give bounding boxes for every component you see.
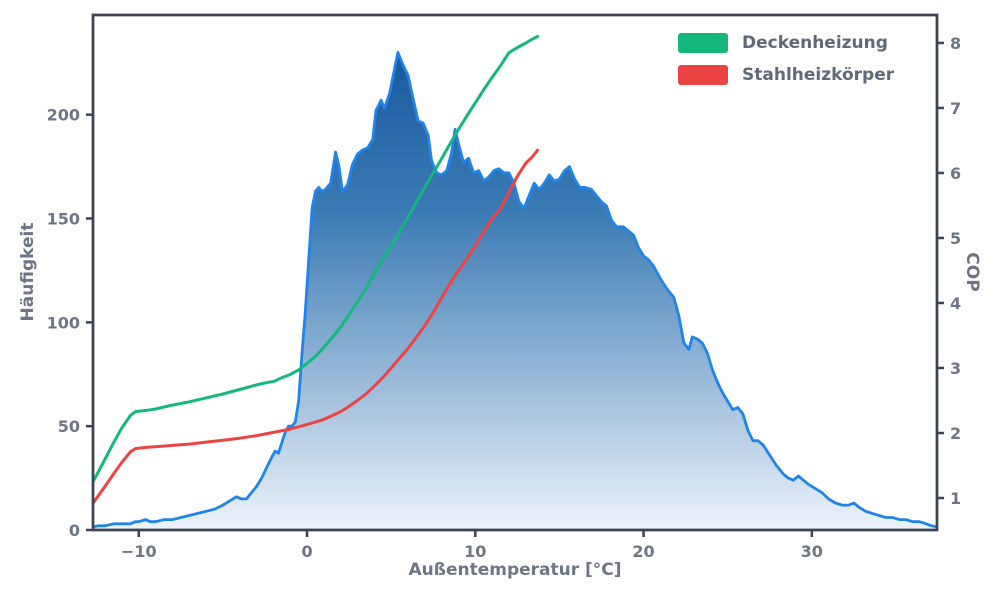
y-left-tick-label: 0 (69, 521, 80, 540)
x-axis-label: Außentemperatur [°C] (408, 560, 622, 580)
y-left-tick-label: 200 (47, 106, 80, 125)
axes-frame (91, 13, 939, 532)
legend-item-deckenheizung: Deckenheizung (678, 33, 894, 53)
x-tick-label: −10 (121, 542, 157, 561)
y-right-tick-label: 8 (950, 34, 961, 53)
y-axis-label-left: Häufigkeit (18, 222, 38, 322)
legend-swatch-stahlheizkoerper (678, 65, 728, 85)
legend-swatch-deckenheizung (678, 33, 728, 53)
y-right-tick-label: 3 (950, 359, 961, 378)
legend-item-stahlheizkoerper: Stahlheizkörper (678, 65, 894, 85)
y-right-tick-label: 2 (950, 424, 961, 443)
histogram-outline (93, 51, 937, 529)
y-right-tick-label: 4 (950, 294, 961, 313)
histogram-area (93, 52, 937, 530)
y-left-tick-label: 50 (58, 417, 80, 436)
y-axis-label-right: COP (962, 252, 982, 292)
legend: Deckenheizung Stahlheizkörper (678, 33, 894, 97)
legend-label-deckenheizung: Deckenheizung (742, 33, 888, 53)
legend-label-stahlheizkoerper: Stahlheizkörper (742, 65, 895, 85)
line-stahlheizkörper (93, 148, 539, 505)
y-right-tick-label: 1 (950, 489, 961, 508)
y-right-tick-label: 6 (950, 164, 961, 183)
plot-series (93, 35, 937, 530)
ticks: −10 0 10 20 30 0 50 100 150 200 1 2 3 4 5 6 7 8 (47, 34, 962, 561)
x-tick-label: 10 (464, 542, 486, 561)
line-deckenheizung (93, 35, 539, 484)
y-left-tick-label: 150 (47, 210, 80, 229)
y-right-tick-label: 5 (950, 229, 961, 248)
y-left-tick-label: 100 (47, 313, 80, 332)
x-tick-label: 20 (632, 542, 654, 561)
y-right-tick-label: 7 (950, 99, 961, 118)
x-tick-label: 30 (801, 542, 823, 561)
x-tick-label: 0 (301, 542, 312, 561)
